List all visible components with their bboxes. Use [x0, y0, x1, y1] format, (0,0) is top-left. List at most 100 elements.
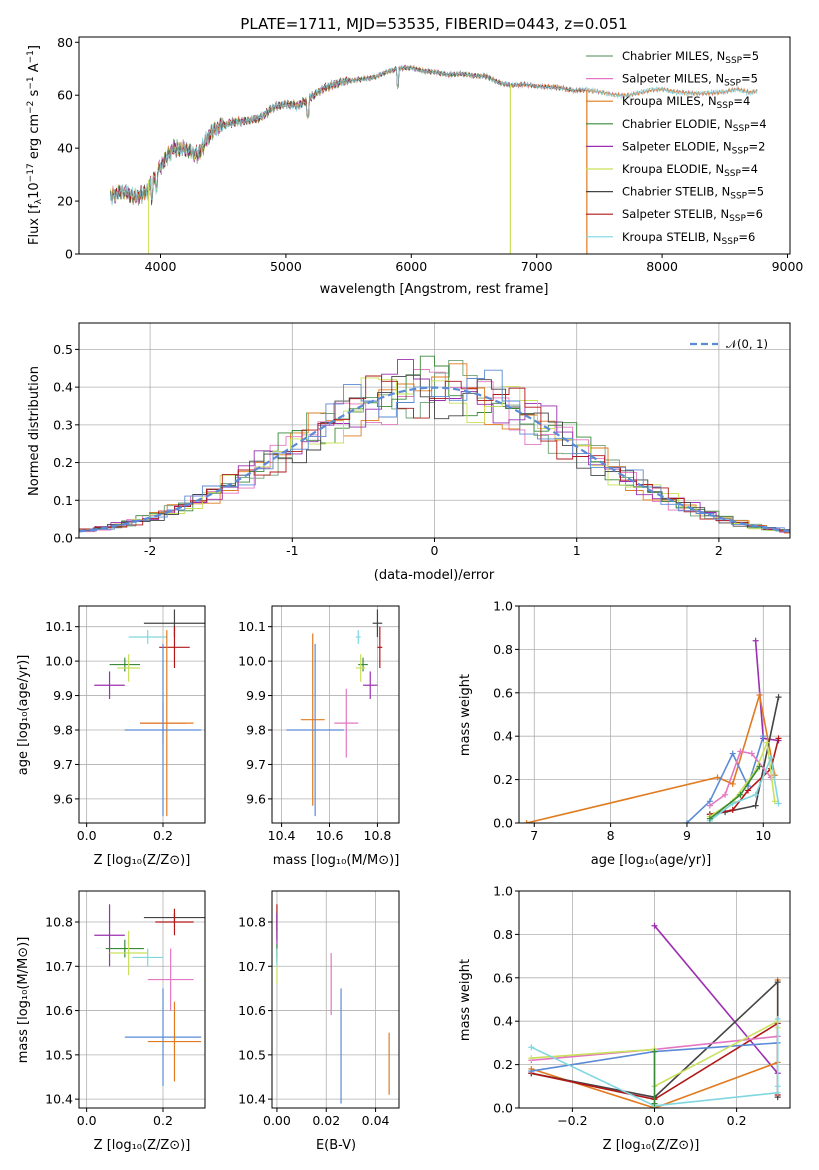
errorbar-point	[140, 630, 194, 817]
tick-label-x: 1	[573, 543, 581, 558]
tick-label-y: 0.2	[493, 1057, 513, 1072]
text-part: Salpeter MILES, N	[622, 72, 724, 86]
errorbar-point	[109, 930, 148, 976]
text-part: SSP	[724, 79, 741, 89]
errorbar-point	[358, 657, 368, 672]
residual-hist-axes: -2 -1 0 1 2 0.0 0.1 0.2 0.3 0.4 0.5	[53, 322, 791, 558]
errorbar-point	[372, 609, 383, 637]
legend-label: Chabrier STELIB, NSSP=5	[622, 185, 764, 202]
legend-label: Salpeter MILES, NSSP=5	[622, 72, 758, 89]
axes-frame	[518, 605, 791, 824]
y-axis-label: mass weight	[458, 674, 473, 756]
errorbar-point	[128, 630, 167, 644]
text-part: Kroupa ELODIE, N	[622, 162, 724, 176]
tick-label-x: 10.4	[268, 828, 296, 843]
x-axis-label: age [log₁₀(age/yr)]	[591, 853, 712, 868]
tick-label-y: 10.4	[238, 1092, 266, 1107]
legend-label: Kroupa ELODIE, NSSP=4	[622, 162, 758, 179]
tick-label-y: 20	[57, 194, 73, 209]
tick-label-y: 0.8	[493, 642, 513, 657]
tick-label-x: 8	[607, 828, 615, 843]
tick-label-x: 7	[530, 828, 538, 843]
tick-label-y: 0.0	[493, 816, 513, 831]
y-axis-label: age [log₁₀(age/yr)]	[16, 655, 31, 776]
z-age-axes: 0.0 0.2 9.6 9.7 9.8 9.9 10.0 10.1	[45, 605, 206, 843]
text-part: −1	[26, 50, 36, 63]
tick-label-y: 10.6	[45, 1003, 73, 1018]
tick-label-x: 5000	[270, 259, 302, 274]
text-part: Salpeter STELIB, N	[622, 207, 729, 221]
text-part: −1	[26, 76, 36, 89]
plot-area	[94, 904, 205, 1086]
weight-marker	[756, 691, 763, 698]
tick-label-x: 0.02	[312, 1113, 340, 1128]
tick-label-y: 9.9	[246, 688, 266, 703]
weight-marker	[737, 791, 744, 798]
weight-line	[653, 925, 779, 1074]
text-part: =6	[746, 207, 763, 221]
spectrum-line	[109, 65, 758, 204]
text-part: =4	[750, 117, 767, 131]
text-part: SSP	[724, 169, 741, 179]
text-part: s	[27, 89, 42, 100]
tick-label-x: 10.8	[364, 828, 392, 843]
text-part: =5	[742, 49, 759, 63]
errorbar-point	[334, 688, 359, 758]
tick-label-y: 10.0	[238, 654, 266, 669]
tick-label-y: 1.0	[493, 599, 513, 614]
tick-label-x: 6000	[395, 259, 427, 274]
chart-title: PLATE=1711, MJD=53535, FIBERID=0443, z=0…	[240, 15, 627, 33]
text-part: Salpeter ELODIE, N	[622, 139, 732, 153]
text-part: Chabrier STELIB, N	[622, 185, 730, 199]
tick-label-y: 9.9	[53, 688, 73, 703]
errorbar-point	[124, 643, 202, 817]
tick-label-y: 0.6	[493, 685, 513, 700]
tick-label-x: −0.2	[557, 1113, 587, 1128]
weight-marker	[714, 774, 721, 781]
spectrum-line	[109, 64, 758, 206]
text-part: Chabrier ELODIE, N	[622, 117, 733, 131]
tick-label-y: 9.7	[246, 757, 266, 772]
legend-label: Salpeter STELIB, NSSP=6	[622, 207, 763, 224]
tick-label-y: 10.5	[45, 1047, 73, 1062]
spectrum-line	[109, 65, 510, 203]
errorbar-point	[159, 626, 190, 668]
weight-marker	[760, 733, 767, 740]
tick-label-y: 0.6	[493, 970, 513, 985]
y-axis-label: mass [log₁₀(M/M⊙)]	[16, 937, 31, 1064]
tick-label-y: 0.1	[53, 493, 73, 508]
legend-label: Chabrier ELODIE, NSSP=4	[622, 117, 767, 134]
tick-label-x: 0.0	[77, 1113, 97, 1128]
plot-area	[276, 904, 390, 1104]
tick-label-y: 10.5	[238, 1047, 266, 1062]
tick-label-x: 10.6	[316, 828, 344, 843]
text-part: ]	[27, 45, 42, 50]
plot-area	[109, 64, 758, 254]
tick-label-y: 60	[57, 88, 73, 103]
tick-label-x: 0.2	[153, 828, 173, 843]
tick-label-y: 10.1	[45, 619, 73, 634]
tick-label-x: 0.00	[263, 1113, 291, 1128]
weight-marker	[706, 802, 713, 809]
tick-label-x: 8000	[646, 259, 678, 274]
plot-area	[528, 922, 781, 1108]
x-axis-label: wavelength [Angstrom, rest frame]	[320, 282, 549, 297]
tick-label-y: 0.3	[53, 417, 73, 432]
weight-marker	[774, 1083, 781, 1090]
tick-label-y: 0.8	[493, 927, 513, 942]
weight-marker	[767, 754, 774, 761]
tick-label-y: 10.7	[238, 959, 266, 974]
tick-label-x: 0.2	[153, 1113, 173, 1128]
axes-frame	[78, 36, 791, 255]
legend-label: Chabrier MILES, NSSP=5	[622, 49, 759, 66]
errorbar-point	[355, 654, 366, 682]
tick-label-y: 10.1	[238, 619, 266, 634]
text-part: 10	[27, 182, 42, 199]
text-part: Flux [f	[27, 204, 42, 245]
errorbar-point	[147, 1001, 202, 1082]
spectrum-axes: 4000 5000 6000 7000 8000 9000 0 20 40 60 80	[57, 35, 803, 274]
weight-marker	[528, 1068, 535, 1075]
plot-area	[79, 355, 790, 538]
spectrum-line	[109, 64, 511, 204]
tick-label-y: 9.8	[246, 723, 266, 738]
